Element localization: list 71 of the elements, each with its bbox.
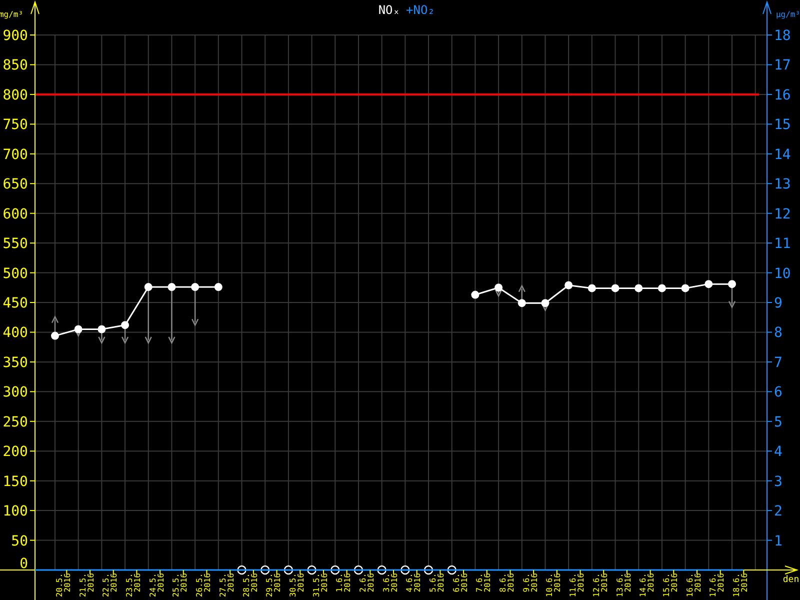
y-tick-label: 700	[2, 146, 28, 163]
y2-tick-label: 12	[774, 206, 791, 222]
x-tick-label: 21.5. 2016	[78, 572, 96, 598]
x-tick-label: 6.6. 2016	[452, 572, 469, 592]
x-tick-label: 7.6. 2016	[475, 572, 492, 592]
y-tick-label: 650	[2, 176, 28, 193]
x-tick-label: 20.5. 2016	[55, 572, 72, 598]
y2-tick-label: 17	[774, 58, 791, 74]
x-tick-label: 30.5. 2016	[288, 572, 306, 598]
y-tick-label: 150	[2, 474, 28, 490]
x-tick-label: 9.6. 2016	[522, 572, 539, 592]
x-tick-label: 28.5. 2016	[242, 572, 259, 598]
y-tick-label: 600	[2, 206, 28, 222]
y-tick-label: 250	[2, 414, 28, 430]
y-tick-label: 500	[2, 266, 28, 282]
y2-tick-label: 8	[774, 325, 782, 342]
x-tick-label: 29.5. 2016	[265, 572, 282, 598]
y2-tick-label: 13	[774, 176, 791, 193]
y-tick-label: 450	[2, 296, 28, 312]
x-tick-label: 31.5. 2016	[312, 572, 329, 598]
y2-axis-title: µg/m³	[776, 10, 800, 19]
x-tick-label: 1.6. 2016	[335, 572, 352, 592]
y-tick-label: 400	[2, 325, 28, 342]
x-tick-label: 11.6. 2016	[568, 572, 586, 598]
x-tick-label: 15.6. 2016	[662, 572, 679, 598]
x-tick-label: 14.6. 2016	[638, 572, 656, 598]
y2-tick-label: 1	[774, 533, 782, 550]
x-tick-label: 5.6. 2016	[428, 572, 446, 592]
y2-tick-label: 16	[774, 87, 791, 104]
y-tick-label: 100	[2, 504, 28, 520]
x-tick-label: 22.5. 2016	[102, 572, 119, 598]
y2-tick-label: 7	[774, 354, 782, 371]
y-tick-label: 200	[2, 444, 28, 460]
y-tick-label: 750	[2, 117, 28, 134]
x-tick-label: 3.6. 2016	[382, 572, 399, 592]
x-tick-label: 23.5. 2016	[125, 572, 142, 598]
x-tick-label: 26.5. 2016	[195, 572, 212, 598]
y-tick-label: 350	[2, 354, 28, 371]
x-axis-title: den	[782, 575, 800, 585]
y-tick-label: 50	[11, 533, 28, 550]
y-tick-label: 800	[2, 87, 28, 104]
y2-tick-label: 9	[774, 296, 782, 312]
y-tick-label: 0	[20, 556, 28, 572]
x-tick-label: 10.6. 2016	[545, 572, 562, 598]
y-tick-label: 850	[2, 58, 28, 74]
x-tick-label: 27.5. 2016	[218, 572, 236, 598]
y2-tick-label: 18	[774, 28, 791, 44]
y2-tick-label: 5	[774, 414, 782, 430]
y2-tick-label: 3	[774, 474, 782, 490]
x-tick-label: 18.6. 2016	[732, 572, 749, 598]
y2-tick-label: 14	[774, 146, 791, 163]
y-tick-label: 300	[2, 384, 28, 401]
y2-tick-label: 10	[774, 266, 791, 282]
x-tick-label: 16.6. 2016	[685, 572, 702, 598]
y2-tick-label: 2	[774, 504, 782, 520]
x-tick-label: 8.6. 2016	[498, 572, 516, 592]
chart-title: NOₓ	[378, 3, 400, 17]
x-tick-label: 25.5. 2016	[172, 572, 189, 598]
y2-tick-label: 4	[774, 444, 782, 460]
x-tick-label: 12.6. 2016	[592, 572, 609, 598]
y2-tick-label: 11	[774, 236, 791, 252]
y-tick-label: 550	[2, 236, 28, 252]
x-tick-label: 17.6. 2016	[708, 572, 726, 598]
x-tick-label: 24.5. 2016	[148, 572, 166, 598]
y-tick-label: 900	[2, 28, 28, 44]
x-tick-label: 2.6. 2016	[358, 572, 376, 592]
y2-tick-label: 15	[774, 117, 791, 134]
chart-subtitle: +NO₂	[406, 3, 435, 17]
x-tick-label: 13.6. 2016	[615, 572, 632, 598]
y2-tick-label: 6	[774, 384, 782, 401]
x-tick-label: 4.6. 2016	[405, 572, 422, 592]
